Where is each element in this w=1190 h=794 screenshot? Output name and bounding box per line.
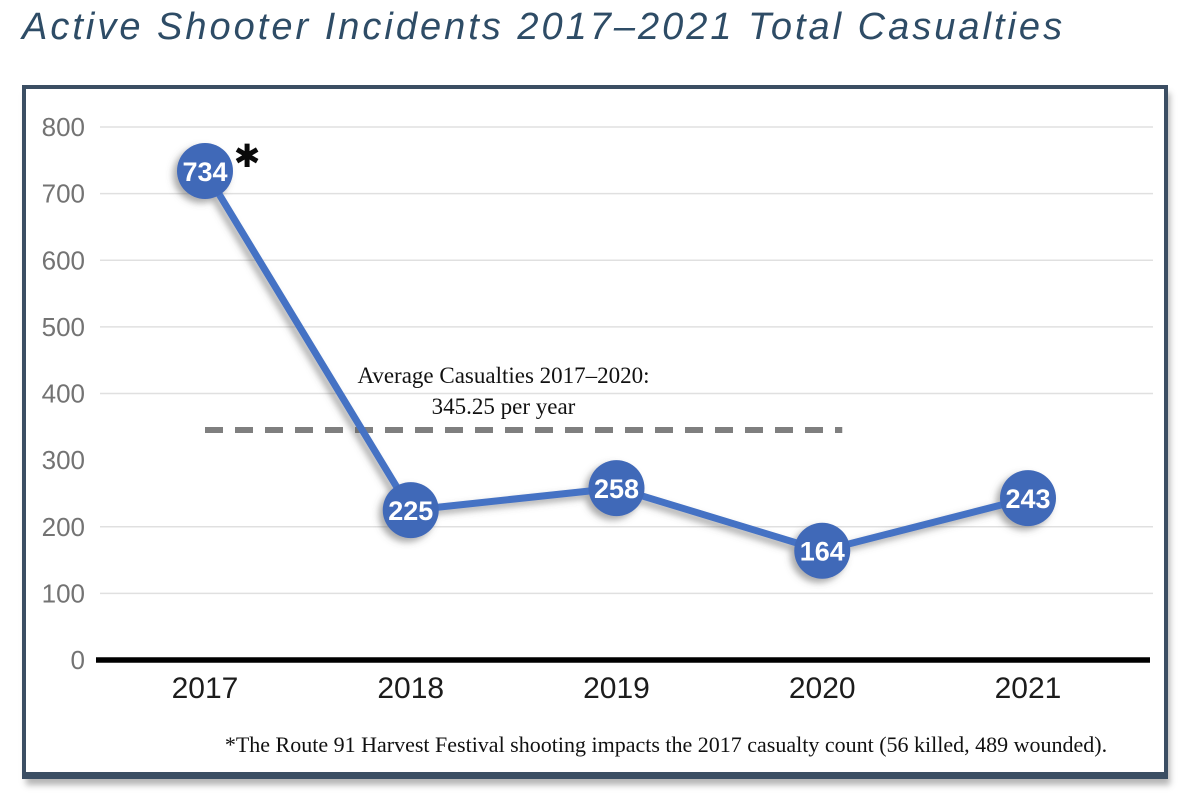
y-tick-label: 800 [42, 112, 85, 142]
data-point-marker [382, 482, 439, 539]
y-tick-label: 300 [42, 445, 85, 475]
data-point-label: 243 [1005, 484, 1050, 514]
data-point-label: 258 [594, 474, 639, 504]
x-tick-label: 2018 [377, 672, 444, 705]
y-tick-label: 100 [42, 578, 85, 608]
chart-container: 0 100 200 300 400 500 600 700 800 734 225 258 164 243… [22, 85, 1168, 779]
data-point-marker [1000, 470, 1056, 527]
x-tick-label: 2020 [789, 672, 856, 705]
x-tick-label: 2019 [583, 672, 650, 705]
page-title: Active Shooter Incidents 2017–2021 Total… [22, 6, 1066, 48]
data-point-marker [794, 522, 851, 579]
data-point-label: 734 [182, 157, 227, 187]
y-tick-label: 500 [42, 312, 85, 342]
x-tick-label: 2021 [995, 672, 1062, 705]
asterisk-annotation: ✱ [234, 137, 261, 175]
casualties-line-chart: 0 100 200 300 400 500 600 700 800 734 225 258 164 243… [42, 112, 1153, 705]
data-point-label: 225 [388, 496, 433, 526]
y-tick-label: 200 [42, 512, 85, 542]
x-tick-label: 2017 [172, 672, 239, 705]
y-tick-label: 600 [42, 245, 85, 275]
data-point-label: 164 [800, 537, 845, 567]
y-tick-label: 0 [71, 645, 85, 675]
y-tick-label: 700 [42, 179, 85, 209]
data-point-marker [177, 142, 233, 199]
y-tick-label: 400 [42, 379, 85, 409]
data-point-marker [588, 460, 645, 517]
